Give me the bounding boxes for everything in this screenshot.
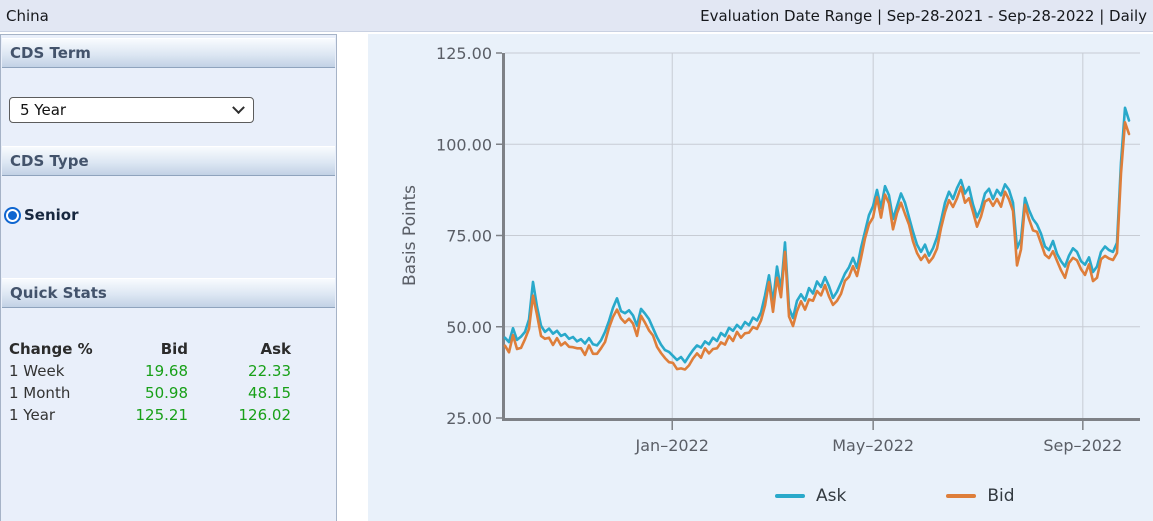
evaluation-date-range: Evaluation Date Range | Sep-28-2021 - Se… [700, 6, 1147, 25]
legend-item-ask[interactable]: Ask [775, 486, 846, 506]
cds-term-title: CDS Term [10, 44, 91, 62]
y-axis-title: Basis Points [400, 185, 420, 286]
ask-line [503, 106, 1131, 364]
cds-term-selected-value: 5 Year [20, 101, 67, 119]
stats-row-bid: 19.68 [145, 362, 188, 380]
bid-swatch-icon [946, 494, 977, 498]
quick-stats-table: Change % Bid Ask 1 Week 19.68 22.33 1 Mo… [9, 338, 291, 426]
y-tick-label: 125.00 [436, 44, 492, 63]
cds-type-option-senior[interactable]: Senior [4, 206, 79, 224]
x-tick-label: Jan–2022 [635, 436, 709, 455]
radio-selected-icon [4, 206, 21, 224]
chevron-down-icon [232, 100, 245, 114]
top-bar: China Evaluation Date Range | Sep-28-202… [0, 0, 1153, 32]
legend-item-bid[interactable]: Bid [946, 486, 1015, 506]
y-tick-label: 100.00 [436, 135, 492, 154]
stats-row-ask: 48.15 [248, 384, 291, 402]
cds-term-header: CDS Term [2, 38, 335, 68]
y-tick-label: 25.00 [446, 409, 492, 428]
cds-type-title: CDS Type [10, 152, 89, 170]
ask-swatch-icon [775, 494, 805, 498]
page-title: China [6, 6, 49, 25]
stats-col-period: Change % [9, 340, 93, 358]
cds-type-option-label: Senior [24, 206, 79, 224]
cds-type-header: CDS Type [2, 146, 335, 176]
stats-row-period: 1 Year [9, 406, 56, 424]
cds-term-select[interactable]: 5 Year [9, 97, 254, 123]
stats-col-bid: Bid [160, 340, 188, 358]
bid-line [503, 121, 1131, 371]
stats-row-bid: 125.21 [135, 406, 189, 424]
sidebar: CDS Term 5 Year CDS Type Senior Quick St… [0, 34, 337, 521]
legend-label: Ask [816, 486, 847, 506]
y-tick-label: 50.00 [446, 318, 492, 337]
quick-stats-title: Quick Stats [10, 284, 107, 302]
stats-col-ask: Ask [260, 340, 291, 358]
quick-stats-header: Quick Stats [2, 278, 335, 308]
x-tick-label: May–2022 [832, 436, 914, 455]
y-tick-label: 75.00 [446, 227, 492, 246]
chart-canvas: 25.00 50.00 75.00 100.00 125.00 Jan–2022 May–2… [400, 44, 1140, 455]
stats-row-period: 1 Month [9, 384, 71, 402]
stats-row-bid: 50.98 [145, 384, 188, 402]
legend-label: Bid [987, 486, 1015, 506]
stats-row-ask: 126.02 [238, 406, 292, 424]
x-tick-label: Sep–2022 [1043, 436, 1122, 455]
stats-row-ask: 22.33 [248, 362, 291, 380]
chart-legend: Ask Bid [775, 486, 1015, 506]
cds-price-chart: 25.00 50.00 75.00 100.00 125.00 Jan–2022 May–2… [368, 34, 1153, 521]
stats-row-period: 1 Week [9, 362, 65, 380]
